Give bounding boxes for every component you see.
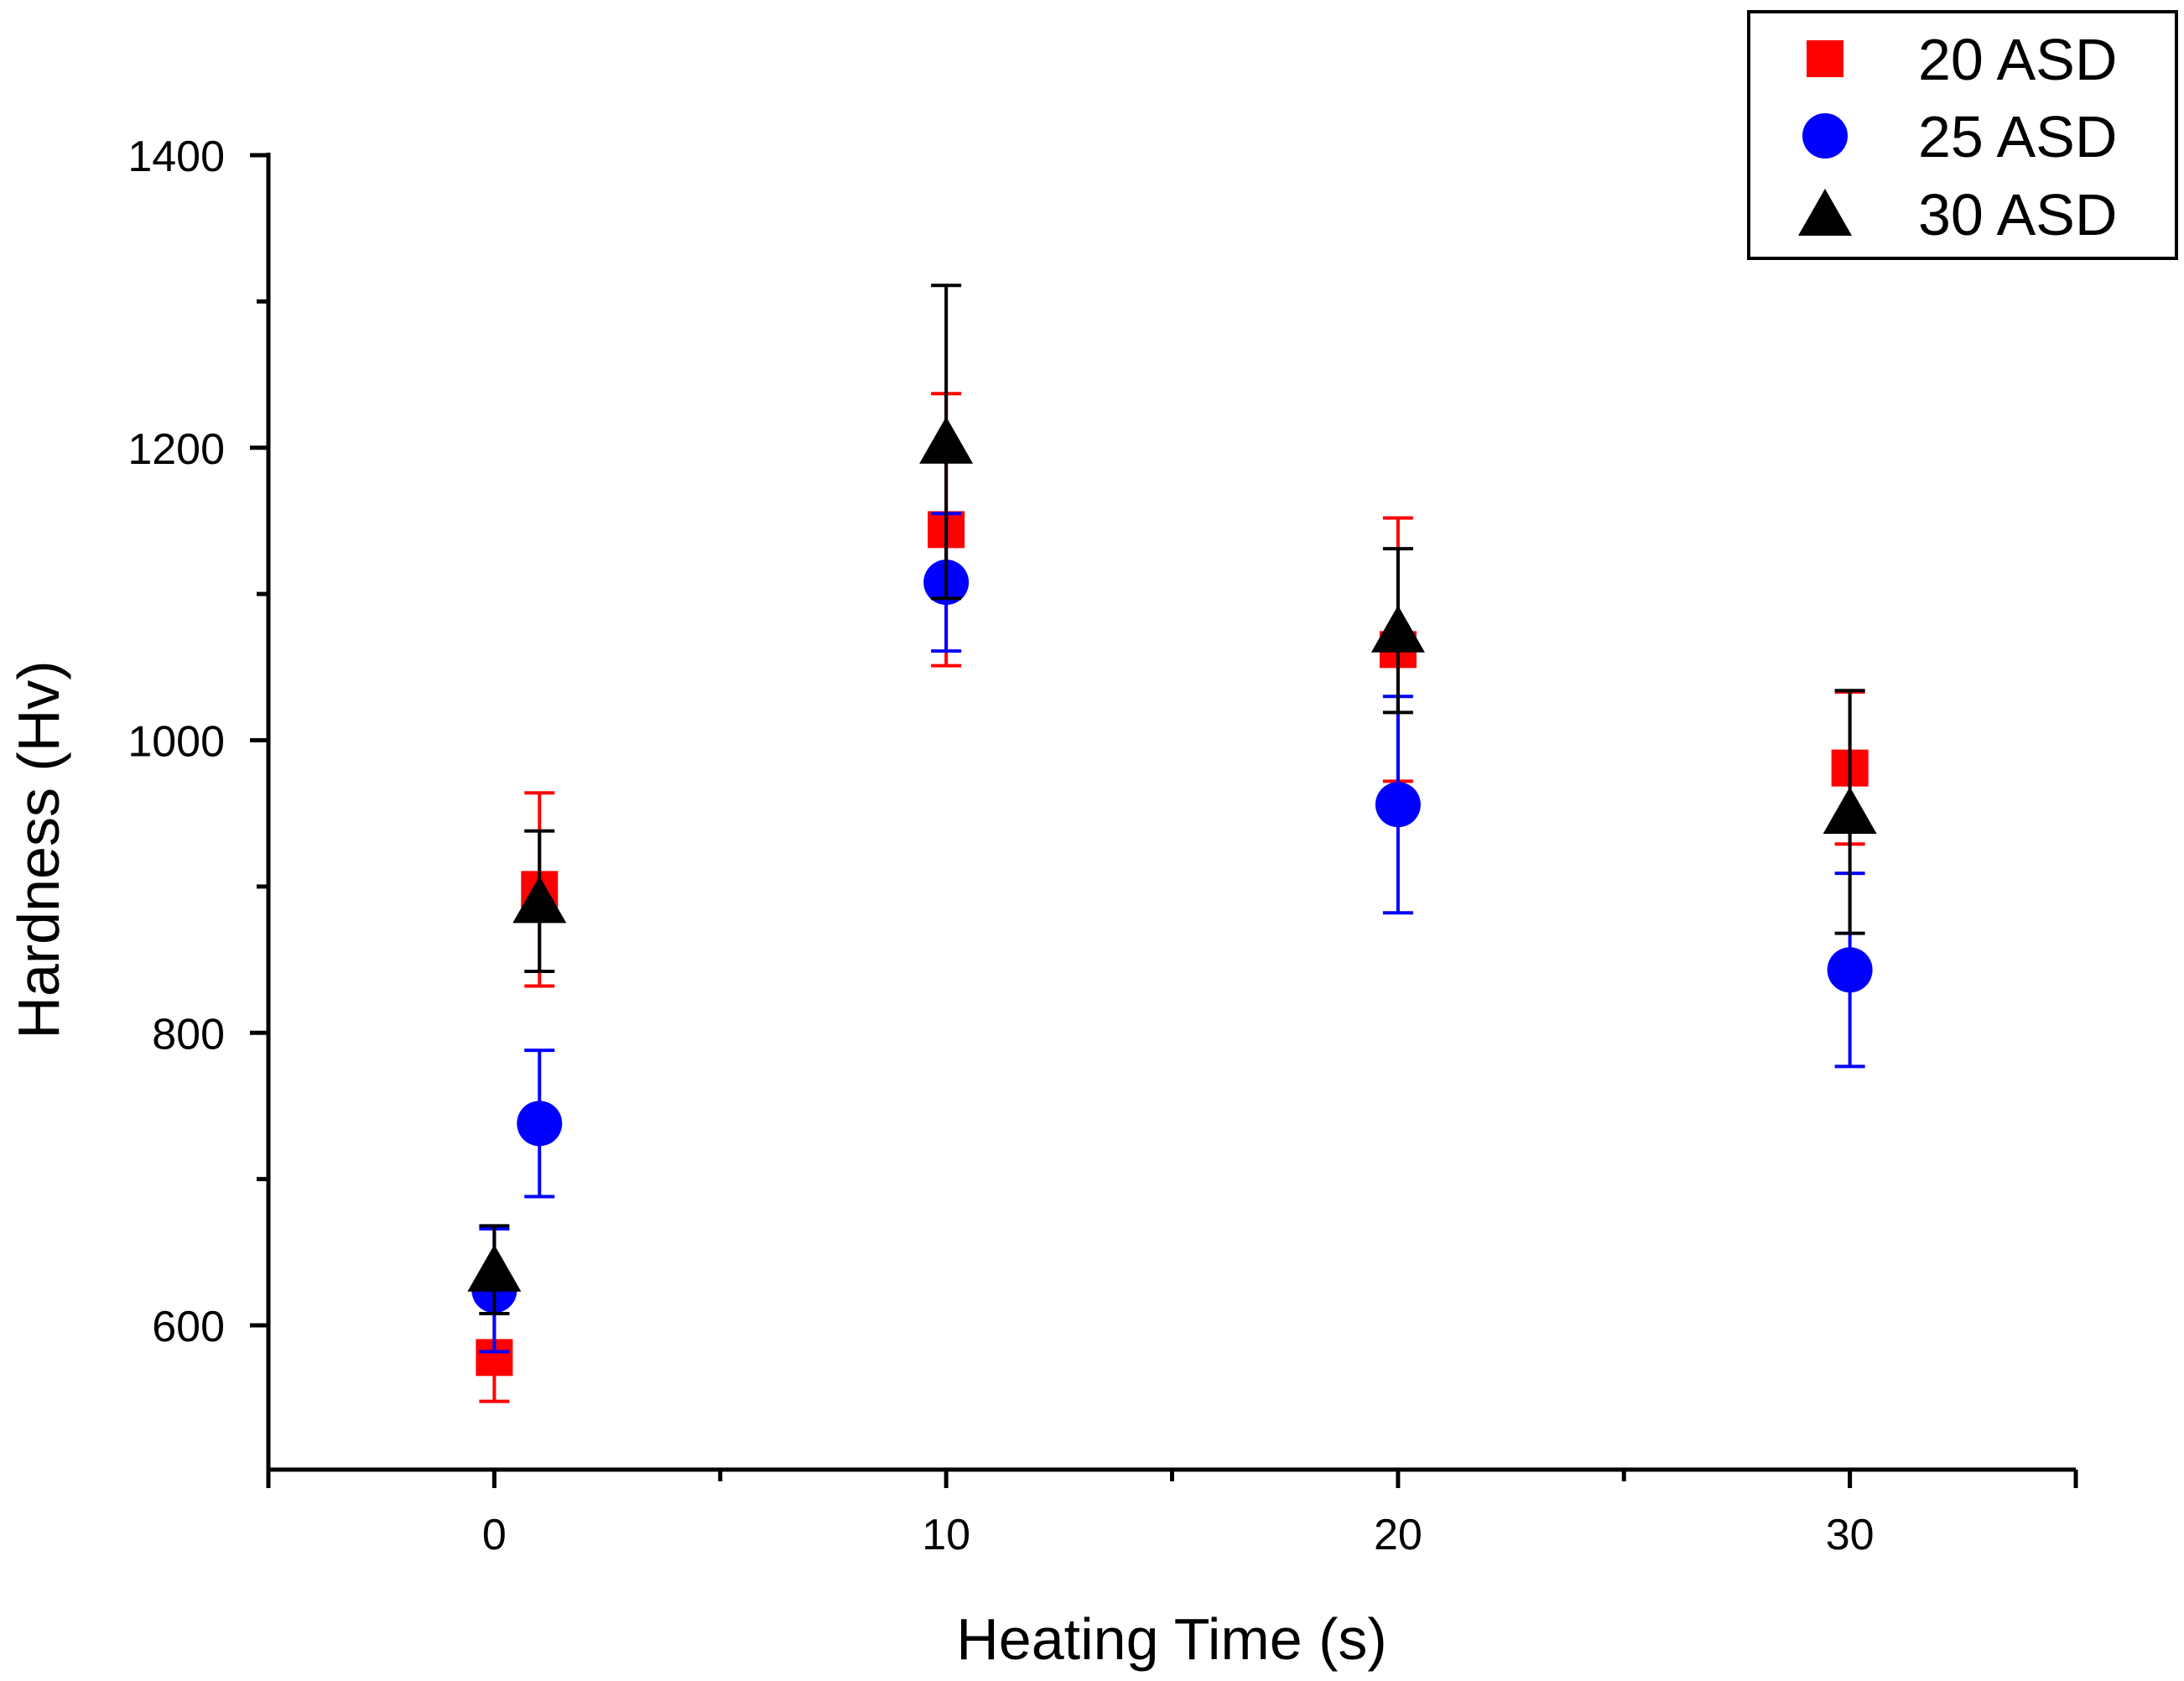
legend: 20 ASD 25 ASD 30 ASD — [1749, 12, 2176, 258]
y-tick-label: 600 — [152, 1303, 225, 1351]
y-tick-label: 1200 — [127, 425, 225, 474]
x-tick-label: 10 — [922, 1511, 970, 1559]
data-point — [1371, 606, 1425, 653]
y-tick-label: 800 — [152, 1010, 225, 1059]
data-point — [467, 1245, 521, 1292]
data-point — [517, 1101, 562, 1146]
legend-marker-2 — [1802, 113, 1848, 159]
x-tick-label: 0 — [482, 1511, 507, 1559]
x-axis-title: Heating Time (s) — [956, 1606, 1386, 1672]
legend-label-2: 25 ASD — [1918, 104, 2117, 169]
x-tick-label: 20 — [1374, 1511, 1422, 1559]
series-1 — [476, 393, 1868, 1401]
y-axis-title: Hardness (Hv) — [6, 660, 71, 1038]
data-point — [1375, 782, 1421, 827]
y-tick-label: 1400 — [127, 133, 225, 181]
x-axis-ticks: 0 10 20 30 — [268, 1470, 2076, 1559]
data-point — [512, 876, 566, 923]
x-tick-label: 30 — [1826, 1511, 1875, 1559]
data-point — [1823, 787, 1877, 834]
series-3 — [467, 285, 1876, 1314]
y-tick-label: 1000 — [127, 718, 225, 767]
legend-marker-1 — [1807, 40, 1843, 77]
y-axis-ticks: 600 800 1000 1200 1400 — [127, 133, 268, 1351]
legend-label-1: 20 ASD — [1918, 27, 2117, 92]
series-layer — [467, 285, 1876, 1401]
series-2 — [471, 513, 1872, 1351]
chart: 0 10 20 30 600 800 1000 1200 1400 Heating Time … — [0, 0, 2184, 1681]
data-point — [1828, 947, 1873, 992]
legend-label-3: 30 ASD — [1918, 182, 2117, 247]
data-point — [919, 417, 973, 464]
